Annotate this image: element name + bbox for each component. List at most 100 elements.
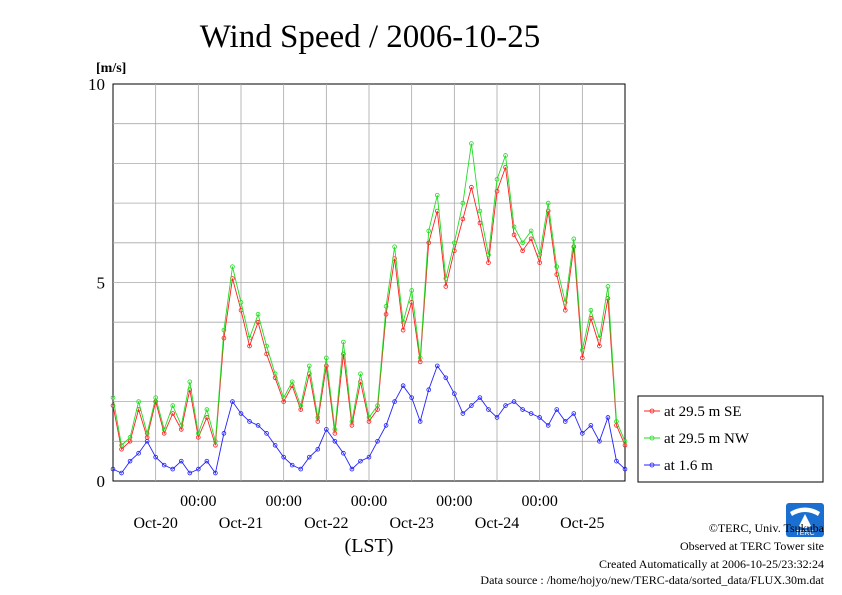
data-point [136, 399, 141, 404]
data-point [409, 395, 414, 400]
data-point [443, 375, 449, 381]
data-point [298, 466, 304, 472]
data-point [341, 339, 346, 345]
data-point [622, 438, 628, 444]
legend-swatch-marker [649, 462, 655, 468]
data-point [417, 419, 423, 424]
data-point [110, 403, 116, 408]
data-point [614, 419, 619, 424]
data-point [255, 423, 261, 428]
data-point [298, 403, 304, 408]
data-point [392, 399, 397, 404]
data-point [409, 288, 414, 293]
data-point [562, 300, 568, 305]
data-point [477, 208, 483, 214]
data-point [341, 450, 346, 456]
data-point [537, 252, 542, 258]
data-point [494, 176, 500, 182]
data-point [170, 411, 176, 416]
data-point [511, 224, 517, 230]
data-point [196, 431, 201, 436]
x-tick-label-date: Oct-21 [219, 515, 263, 532]
data-point [324, 427, 329, 432]
series-layer [110, 141, 628, 476]
data-point [469, 141, 474, 146]
data-point [426, 240, 432, 246]
data-point [332, 427, 338, 432]
data-point [196, 466, 201, 472]
data-point [281, 454, 286, 460]
data-point [614, 458, 619, 464]
x-tick-label-date: Oct-25 [560, 515, 604, 532]
data-point [605, 284, 611, 289]
data-point [460, 200, 466, 206]
data-point [434, 192, 440, 198]
series-line-1 [112, 143, 626, 447]
x-tick-label-time: 00:00 [436, 493, 472, 510]
legend-label: at 1.6 m [664, 458, 713, 474]
data-point [272, 442, 278, 448]
data-point [520, 240, 525, 246]
data-point [332, 438, 338, 444]
data-point [400, 383, 406, 389]
terc-logo-wave-icon [790, 507, 820, 516]
data-point [230, 399, 235, 404]
data-point [247, 335, 252, 341]
data-point [537, 415, 542, 420]
data-point [127, 458, 133, 464]
y-tick-label: 5 [97, 274, 106, 293]
data-point [469, 184, 474, 190]
data-point [187, 379, 193, 385]
data-point [204, 407, 210, 412]
data-point [503, 403, 508, 408]
legend-box [637, 395, 824, 483]
terc-logo: TERC [786, 503, 824, 537]
data-point [503, 153, 508, 158]
data-point [622, 466, 628, 472]
data-point [452, 240, 457, 246]
x-tick-label-time: 00:00 [180, 493, 216, 510]
data-point [528, 411, 534, 416]
data-point [434, 363, 440, 369]
data-point [383, 311, 389, 317]
data-point [170, 403, 176, 408]
legend-label: at 29.5 m NW [664, 431, 750, 447]
data-point [110, 466, 116, 472]
data-point [289, 379, 295, 385]
data-point [110, 395, 116, 400]
data-point [349, 466, 355, 472]
credit-site: Observed at TERC Tower site [680, 539, 824, 553]
data-point [221, 431, 227, 436]
data-point [426, 228, 432, 234]
data-point [375, 438, 380, 444]
data-point [153, 454, 158, 460]
data-point [494, 188, 500, 194]
series-line-0 [112, 167, 626, 451]
legend-swatch-marker [649, 408, 655, 414]
data-point [469, 403, 474, 408]
data-point [213, 438, 218, 444]
data-point [178, 458, 184, 464]
data-point [161, 427, 167, 432]
data-point [588, 307, 594, 313]
x-tick-label-date: Oct-22 [304, 515, 348, 532]
data-point [264, 343, 269, 349]
data-point [366, 454, 372, 460]
data-point [383, 423, 389, 428]
data-point [477, 395, 483, 400]
grid-lines [113, 84, 625, 481]
data-point [324, 355, 329, 361]
data-point [597, 438, 602, 444]
data-point [460, 216, 466, 222]
data-point [187, 470, 193, 476]
data-point [562, 307, 568, 313]
legend-swatch-marker [649, 435, 655, 441]
data-point [528, 236, 534, 242]
data-point [494, 415, 500, 420]
data-point [511, 232, 517, 238]
data-point [204, 458, 210, 464]
data-point [443, 276, 449, 281]
